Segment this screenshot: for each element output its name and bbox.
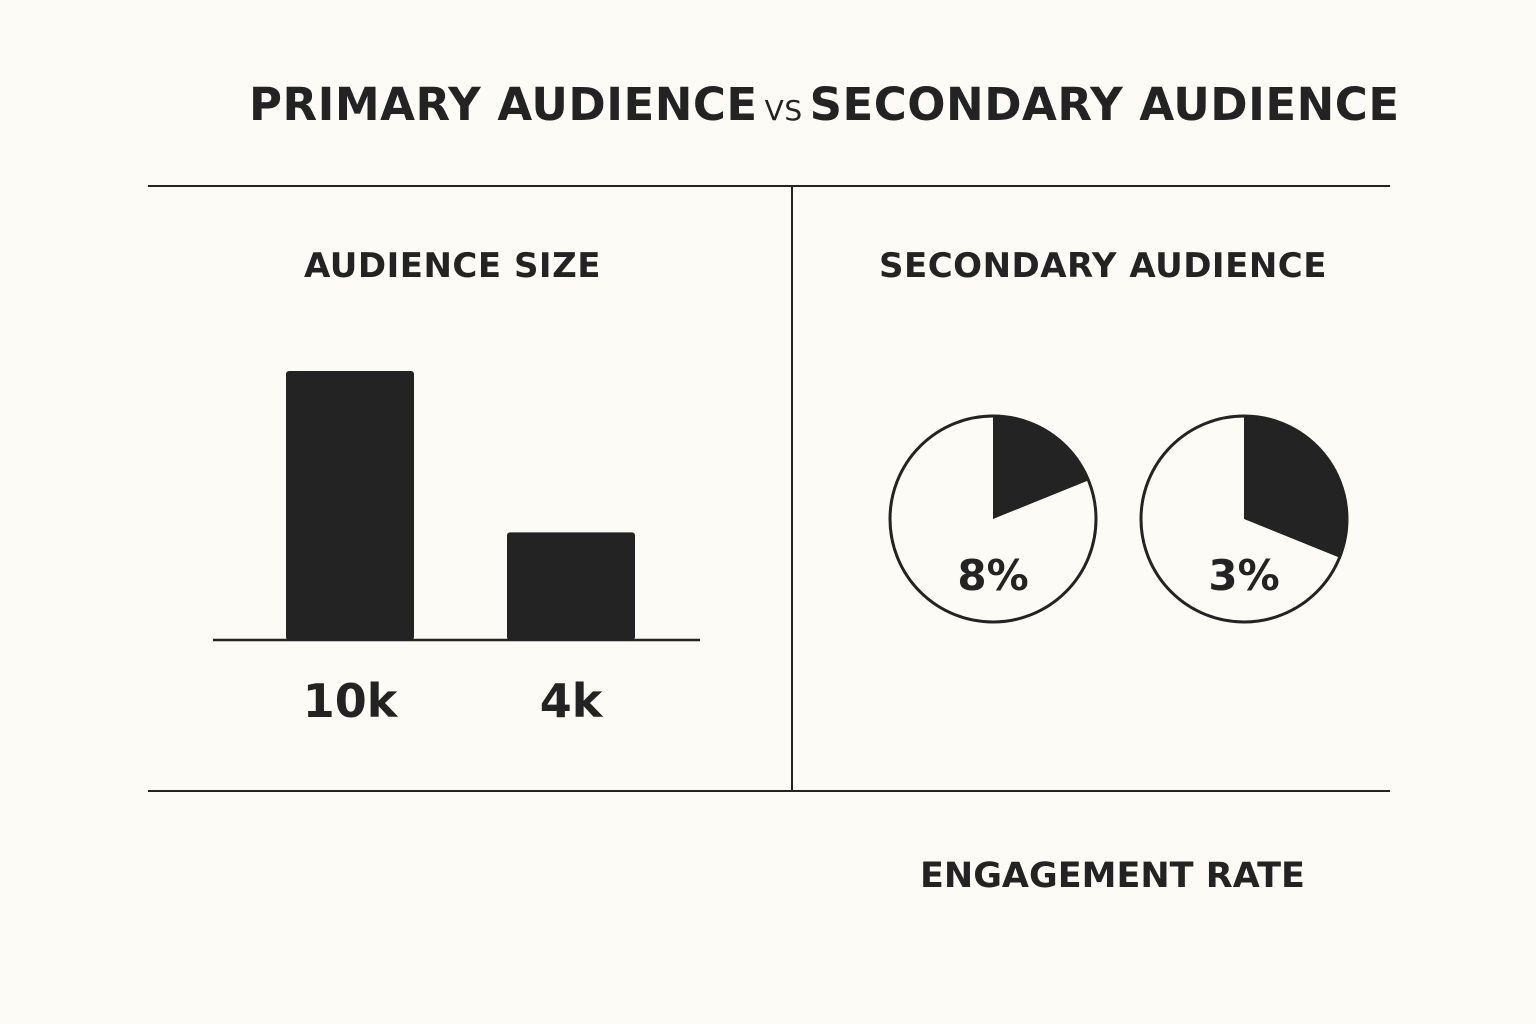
chart-title: PRIMARY AUDIENCE VS SECONDARY AUDIENCE	[249, 78, 1400, 131]
title-primary: PRIMARY AUDIENCE	[249, 78, 758, 131]
panel-title-secondary-audience: SECONDARY AUDIENCE	[879, 246, 1327, 286]
pie-value-label: 3%	[1208, 551, 1279, 600]
pie-slice	[993, 416, 1089, 519]
pie-value-label: 8%	[957, 551, 1028, 600]
bar	[507, 532, 635, 640]
bar-category-label: 10k	[303, 674, 399, 728]
footer-label-engagement-rate: ENGAGEMENT RATE	[920, 856, 1305, 896]
title-secondary: SECONDARY AUDIENCE	[809, 78, 1400, 131]
bar	[286, 371, 414, 640]
top-divider	[148, 185, 1390, 187]
bottom-divider	[148, 790, 1390, 792]
pie-slice	[1244, 416, 1348, 558]
center-divider	[791, 186, 793, 791]
bar-category-label: 4k	[540, 674, 604, 728]
title-vs: VS	[764, 94, 803, 127]
panel-title-audience-size: AUDIENCE SIZE	[304, 246, 601, 286]
